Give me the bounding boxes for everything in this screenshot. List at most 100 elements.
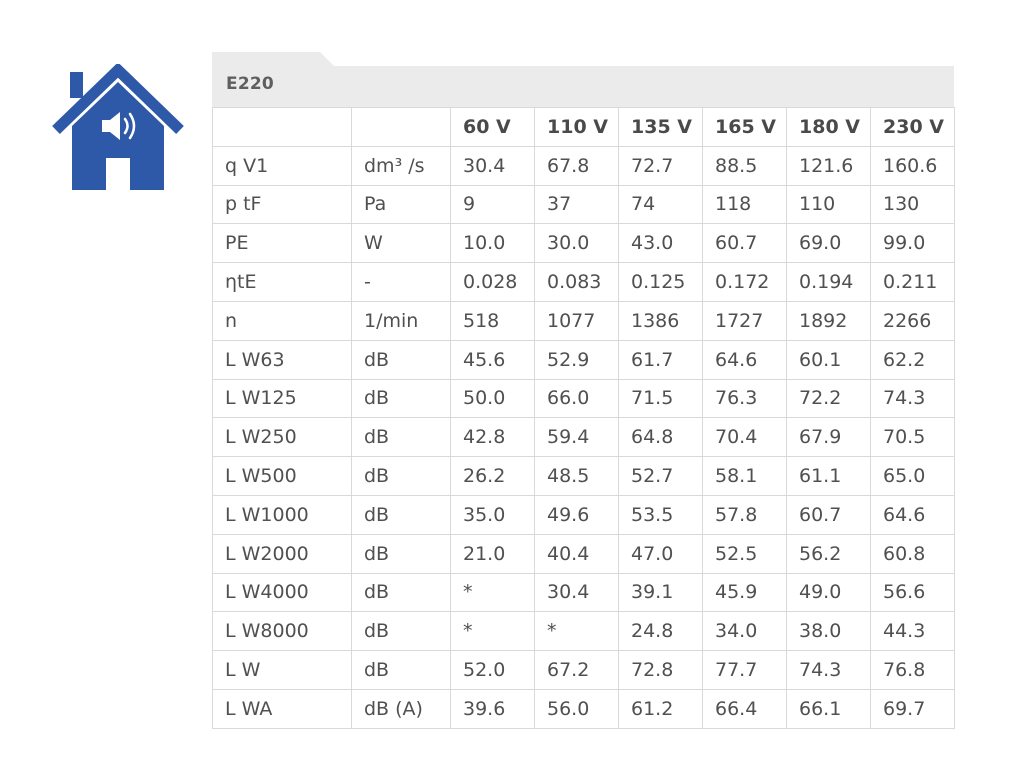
- param-cell: ηtE: [212, 262, 352, 302]
- param-cell: L W63: [212, 339, 352, 380]
- param-cell: L W4000: [212, 572, 352, 613]
- header-voltage: 60 V: [450, 107, 535, 147]
- unit-cell: dB: [351, 611, 451, 652]
- house-speaker-icon: [52, 64, 184, 190]
- value-cell: 67.8: [534, 145, 619, 186]
- sound-wave-2: [128, 112, 136, 140]
- param-cell: L W500: [212, 456, 352, 496]
- spec-table: 60 V 110 V 135 V 165 V 180 V 230 V q V1 dm³ /s…: [212, 107, 955, 729]
- value-cell: 49.0: [786, 572, 871, 613]
- value-cell: 88.5: [702, 145, 787, 186]
- param-cell: L WA: [212, 688, 352, 729]
- value-cell: 39.1: [618, 572, 703, 613]
- value-cell: 52.5: [702, 533, 787, 574]
- value-cell: 45.9: [702, 572, 787, 613]
- value-cell: 0.028: [450, 262, 535, 302]
- unit-cell: dm³ /s: [351, 145, 451, 186]
- param-cell: L W2000: [212, 533, 352, 574]
- value-cell: 52.7: [618, 456, 703, 496]
- value-cell: 61.7: [618, 339, 703, 380]
- value-cell: 0.211: [870, 262, 955, 302]
- value-cell: 65.0: [870, 456, 955, 496]
- table-row: ηtE -0.028 0.083 0.125 0.172 0.194 0.211: [212, 262, 955, 302]
- unit-cell: Pa: [351, 184, 451, 225]
- table-header-row: 60 V 110 V 135 V 165 V 180 V 230 V: [212, 107, 955, 147]
- table-row: L W500 dB 26.2 48.5 52.7 58.1 61.1 65.0: [212, 456, 955, 496]
- param-cell: L W125: [212, 378, 352, 419]
- table-row: L W125 dB 50.0 66.0 71.5 76.3 72.2 74.3: [212, 378, 955, 419]
- unit-cell: W: [351, 223, 451, 264]
- value-cell: 59.4: [534, 417, 619, 458]
- value-cell: 56.0: [534, 688, 619, 729]
- value-cell: 74.3: [786, 650, 871, 690]
- unit-cell: dB (A): [351, 688, 451, 729]
- table-row: L W4000 dB * 30.4 39.1 45.9 49.0 56.6: [212, 572, 955, 613]
- unit-cell: 1/min: [351, 300, 451, 341]
- value-cell: 70.4: [702, 417, 787, 458]
- value-cell: 110: [786, 184, 871, 225]
- unit-cell: dB: [351, 378, 451, 419]
- value-cell: 1727: [702, 300, 787, 341]
- value-cell: 56.2: [786, 533, 871, 574]
- value-cell: 72.7: [618, 145, 703, 186]
- value-cell: 24.8: [618, 611, 703, 652]
- value-cell: 118: [702, 184, 787, 225]
- value-cell: 1892: [786, 300, 871, 341]
- value-cell: 60.7: [702, 223, 787, 264]
- value-cell: 72.8: [618, 650, 703, 690]
- unit-cell: dB: [351, 417, 451, 458]
- table-title: E220: [226, 74, 274, 94]
- value-cell: 9: [450, 184, 535, 225]
- value-cell: 48.5: [534, 456, 619, 496]
- header-unit: [351, 107, 451, 147]
- unit-cell: dB: [351, 572, 451, 613]
- value-cell: 26.2: [450, 456, 535, 496]
- value-cell: 44.3: [870, 611, 955, 652]
- value-cell: 74: [618, 184, 703, 225]
- value-cell: 21.0: [450, 533, 535, 574]
- value-cell: 30.4: [450, 145, 535, 186]
- value-cell: 60.7: [786, 494, 871, 535]
- value-cell: 64.8: [618, 417, 703, 458]
- speaker-box: [102, 120, 110, 132]
- param-cell: n: [212, 300, 352, 341]
- value-cell: 1386: [618, 300, 703, 341]
- value-cell: 60.1: [786, 339, 871, 380]
- value-cell: 64.6: [702, 339, 787, 380]
- param-cell: p tF: [212, 184, 352, 225]
- value-cell: 2266: [870, 300, 955, 341]
- value-cell: 60.8: [870, 533, 955, 574]
- sound-wave-1: [123, 117, 129, 135]
- value-cell: 50.0: [450, 378, 535, 419]
- value-cell: 76.3: [702, 378, 787, 419]
- header-voltage: 165 V: [702, 107, 787, 147]
- value-cell: 49.6: [534, 494, 619, 535]
- param-cell: L W: [212, 650, 352, 690]
- value-cell: 30.4: [534, 572, 619, 613]
- value-cell: 52.0: [450, 650, 535, 690]
- value-cell: 34.0: [702, 611, 787, 652]
- value-cell: 71.5: [618, 378, 703, 419]
- table-row: L W63 dB 45.6 52.9 61.7 64.6 60.1 62.2: [212, 339, 955, 380]
- table-row: q V1 dm³ /s 30.4 67.8 72.7 88.5 121.6 160.6: [212, 145, 955, 186]
- param-cell: q V1: [212, 145, 352, 186]
- value-cell: 47.0: [618, 533, 703, 574]
- unit-cell: dB: [351, 339, 451, 380]
- value-cell: 43.0: [618, 223, 703, 264]
- unit-cell: dB: [351, 494, 451, 535]
- value-cell: 35.0: [450, 494, 535, 535]
- header-param: [212, 107, 352, 147]
- value-cell: 1077: [534, 300, 619, 341]
- value-cell: 160.6: [870, 145, 955, 186]
- value-cell: 64.6: [870, 494, 955, 535]
- value-cell: 58.1: [702, 456, 787, 496]
- header-voltage: 110 V: [534, 107, 619, 147]
- value-cell: 66.4: [702, 688, 787, 729]
- value-cell: 57.8: [702, 494, 787, 535]
- table-row: n 1/min 518 1077 1386 1727 1892 2266: [212, 300, 955, 341]
- table-row: p tF Pa 9 37 74 118 110 130: [212, 184, 955, 225]
- value-cell: 0.083: [534, 262, 619, 302]
- value-cell: 0.125: [618, 262, 703, 302]
- table-body: q V1 dm³ /s 30.4 67.8 72.7 88.5 121.6 160.6 p tF…: [212, 145, 955, 729]
